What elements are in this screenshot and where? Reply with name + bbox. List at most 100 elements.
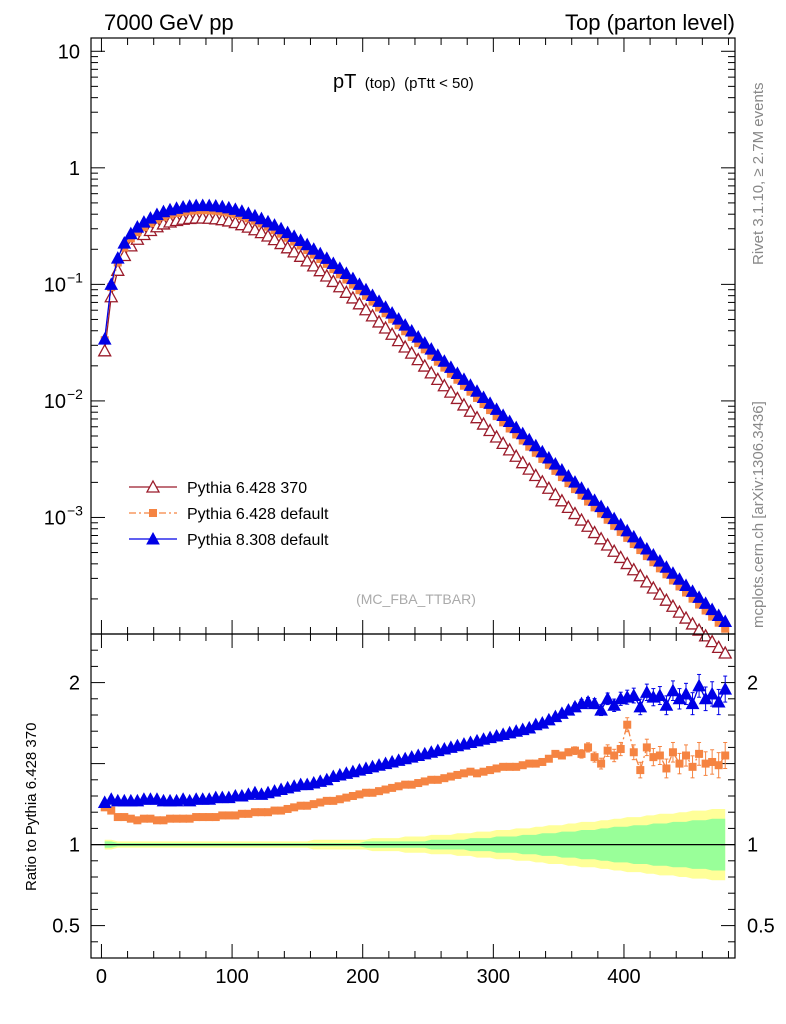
ratio-series-point-1 xyxy=(600,691,615,705)
ratio-series-point-0 xyxy=(492,764,501,773)
main-series-point-0 xyxy=(391,333,406,347)
main-series-point-1 xyxy=(388,315,397,324)
ratio-y-tick-label-left: 1 xyxy=(69,835,80,857)
main-series-point-1 xyxy=(557,473,566,482)
legend-label-2: Pythia 8.308 default xyxy=(187,532,329,549)
main-series-point-2 xyxy=(372,294,386,307)
main-series-point-0 xyxy=(496,436,511,450)
main-series-point-2 xyxy=(515,426,530,440)
ratio-series-point-0 xyxy=(544,754,553,763)
ratio-series-point-0 xyxy=(453,770,462,779)
main-series-point-1 xyxy=(642,552,651,561)
main-y-tick-exponent: −1 xyxy=(67,269,83,285)
main-y-tick-label: 10 xyxy=(44,507,66,529)
main-series-point-0 xyxy=(273,236,289,250)
main-series-point-2 xyxy=(522,432,537,446)
main-series-point-1 xyxy=(335,270,344,279)
main-series-point-0 xyxy=(97,343,112,357)
main-series-point-2 xyxy=(254,211,269,225)
main-series-point-2 xyxy=(359,282,373,296)
ratio-y-tick-label-left: 2 xyxy=(69,673,80,695)
ratio-series-point-0 xyxy=(505,762,514,771)
main-series-point-0 xyxy=(319,268,334,282)
rivet-label: Rivet 3.1.10, ≥ 2.7M events xyxy=(750,83,767,266)
ratio-series-point-0 xyxy=(211,813,220,822)
main-series-point-0 xyxy=(718,645,733,659)
main-series-point-1 xyxy=(420,345,429,354)
main-series-point-1 xyxy=(616,527,625,536)
main-series-point-2 xyxy=(293,233,308,246)
ratio-series-point-0 xyxy=(668,748,677,757)
main-series-point-1 xyxy=(381,309,390,318)
main-series-point-0 xyxy=(456,397,472,411)
ratio-series-point-0 xyxy=(531,759,540,768)
main-series-point-2 xyxy=(411,330,426,343)
main-series-point-0 xyxy=(385,326,400,340)
main-series-point-1 xyxy=(499,418,508,427)
main-series-point-2 xyxy=(561,469,576,482)
ratio-series-point-0 xyxy=(440,774,449,783)
analysis-label: (MC_FBA_TTBAR) xyxy=(356,591,476,607)
main-series-point-1 xyxy=(427,351,436,360)
main-series-point-2 xyxy=(104,277,119,290)
main-series-point-0 xyxy=(561,500,576,514)
ratio-series-point-0 xyxy=(250,808,259,817)
main-series-point-2 xyxy=(672,572,687,585)
ratio-series-point-0 xyxy=(152,816,161,825)
main-series-point-1 xyxy=(466,387,475,396)
mcplots-label: mcplots.cern.ch [arXiv:1306.3436] xyxy=(750,401,767,628)
ratio-series-point-0 xyxy=(107,806,116,815)
main-series-point-2 xyxy=(653,554,667,567)
ratio-series-point-0 xyxy=(616,745,625,754)
legend-label-1: Pythia 6.428 default xyxy=(187,506,329,523)
main-series-point-0 xyxy=(339,284,354,298)
main-series-point-2 xyxy=(424,342,439,355)
main-series-point-0 xyxy=(600,537,615,551)
main-series-point-0 xyxy=(326,274,341,288)
main-series-point-2 xyxy=(528,438,543,452)
main-series-point-0 xyxy=(633,568,648,582)
main-series-point-1 xyxy=(688,594,697,603)
header-left: 7000 GeV pp xyxy=(104,10,234,35)
ratio-series-point-0 xyxy=(329,796,338,805)
ratio-x-tick-label: 100 xyxy=(215,966,248,988)
main-series-point-2 xyxy=(123,226,138,240)
main-series-point-2 xyxy=(463,378,478,391)
main-series-point-2 xyxy=(352,277,367,290)
main-series-point-1 xyxy=(590,503,599,512)
main-series-point-2 xyxy=(398,318,413,331)
ratio-series-point-0 xyxy=(564,748,573,757)
ratio-series-point-0 xyxy=(433,775,442,784)
main-series-point-2 xyxy=(613,517,628,531)
ratio-series-point-0 xyxy=(185,814,194,823)
ratio-series-point-0 xyxy=(296,801,305,810)
ratio-series-point-1 xyxy=(659,698,674,711)
main-y-tick-label: 1 xyxy=(69,158,80,180)
ratio-series-point-0 xyxy=(420,777,429,786)
ratio-x-tick-label: 0 xyxy=(96,966,107,988)
ratio-series-point-0 xyxy=(401,780,410,789)
main-series-point-1 xyxy=(368,297,377,306)
main-series-point-2 xyxy=(417,336,432,349)
ratio-series-point-0 xyxy=(270,806,279,815)
main-series-point-2 xyxy=(450,366,465,379)
ratio-series-point-0 xyxy=(473,769,482,778)
plot-title: pT (top) (pTtt < 50) xyxy=(333,71,474,93)
main-series-point-0 xyxy=(378,320,393,334)
main-series-point-2 xyxy=(313,246,328,260)
ratio-series-point-1 xyxy=(607,698,622,711)
main-series-point-2 xyxy=(280,225,295,239)
main-series-point-0 xyxy=(678,610,694,624)
main-series-point-0 xyxy=(659,592,674,606)
ratio-series-point-0 xyxy=(381,785,390,794)
main-series-point-0 xyxy=(515,455,530,469)
plot-title-main: pT xyxy=(333,71,356,93)
ratio-series-point-0 xyxy=(701,759,710,768)
main-series-point-2 xyxy=(620,523,635,537)
main-series-point-0 xyxy=(548,487,563,501)
main-series-point-2 xyxy=(581,487,595,500)
ratio-y-tick-label-right: 1 xyxy=(747,835,758,857)
main-series-point-0 xyxy=(620,556,635,570)
main-series-point-0 xyxy=(528,468,543,482)
ratio-series-point-0 xyxy=(486,766,495,775)
